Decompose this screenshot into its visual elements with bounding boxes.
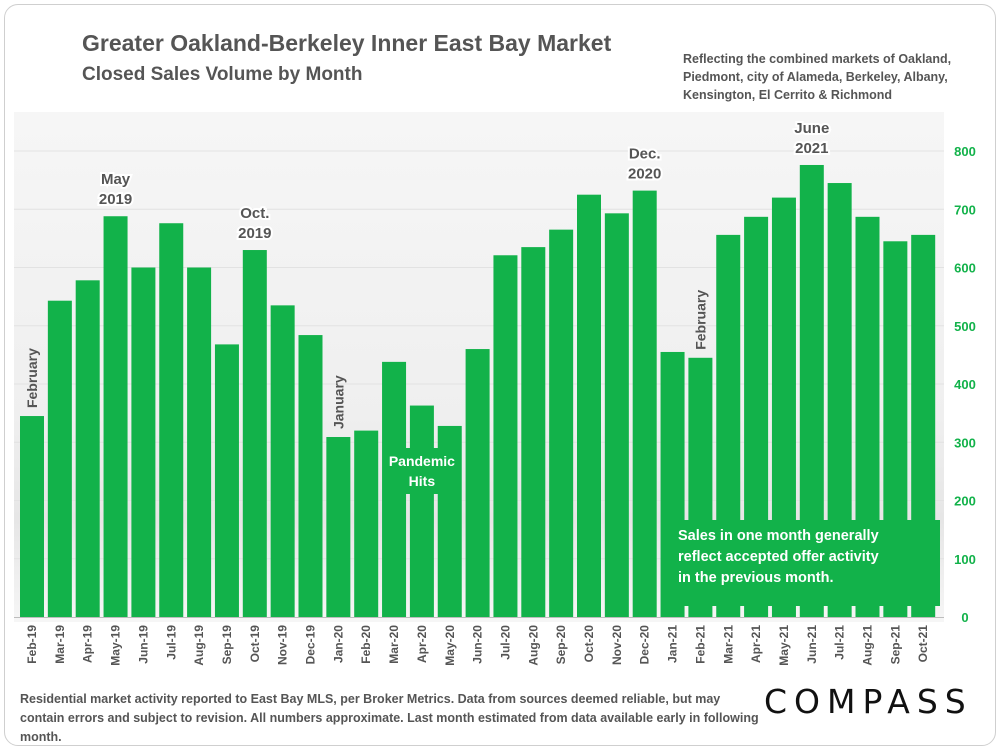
y-tick-label: 300 [954,435,976,450]
x-tick-label: Apr-19 [81,625,95,663]
x-tick-label: Oct-20 [582,625,596,663]
annotation-label: January [330,375,346,429]
x-tick-label: Jun-20 [471,625,485,664]
y-tick-label: 700 [954,202,976,217]
annotation-label: Dec. [629,146,661,163]
x-tick-label: Jul-20 [498,625,512,660]
bar-Feb-20 [354,430,379,617]
x-tick-label: Oct-19 [248,625,262,663]
annotation-label: 2020 [628,166,661,183]
annotation-label: February [24,348,40,408]
bar-Aug-19 [187,267,212,617]
y-tick-label: 400 [954,377,976,392]
x-tick-label: Aug-19 [192,625,206,666]
x-tick-label: Jan-20 [331,625,345,663]
market-note: Reflecting the combined markets of Oakla… [683,52,952,102]
x-tick-label: May-19 [109,625,123,666]
x-tick-label: Jul-19 [164,625,178,660]
bar-Jul-19 [159,223,184,618]
y-tick-label: 600 [954,261,976,276]
annotation-label: Hits [409,473,436,489]
footer-disclaimer: Residential market activity reported to … [20,692,759,744]
callout-text: reflect accepted offer activity [678,549,879,565]
annotation-box [385,448,458,494]
compass-logo: COMPASS [764,682,973,721]
bar-Jul-20 [493,255,518,617]
bar-Oct-19 [242,250,267,617]
callout-text: in the previous month. [678,570,833,586]
x-tick-label: Nov-20 [610,625,624,665]
annotation-label: February [692,290,708,350]
callout-text: Sales in one month generally [678,528,879,544]
x-tick-label: Dec-19 [304,625,318,665]
y-tick-label: 0 [961,610,968,625]
bar-Sep-19 [214,344,239,617]
x-tick-label: Jan-21 [666,625,680,663]
bar-Jan-20 [326,437,351,617]
x-tick-label: Mar-20 [387,625,401,664]
x-tick-label: Apr-20 [415,625,429,663]
bar-Sep-20 [549,229,574,617]
bar-Dec-20 [632,190,657,618]
x-tick-label: Sep-20 [554,625,568,665]
annotation-label: June [794,120,829,137]
chart-subtitle: Closed Sales Volume by Month [82,64,363,85]
x-tick-label: May-21 [777,625,791,666]
x-tick-label: Aug-20 [526,625,540,666]
bar-May-19 [103,216,128,618]
x-tick-label: Nov-19 [276,625,290,665]
bar-Apr-19 [75,280,100,617]
callout-box [668,520,940,606]
y-tick-label: 800 [954,144,976,159]
annotation-label: May [101,171,131,188]
x-tick-label: Jun-21 [805,625,819,664]
annotation-label: 2021 [795,140,828,157]
bar-Feb-19 [20,416,44,617]
bar-Jun-19 [131,267,156,617]
bar-Jun-20 [465,349,490,617]
x-tick-label: Aug-21 [861,625,875,666]
x-tick-label: Mar-21 [721,625,735,664]
x-tick-label: Feb-20 [359,625,373,664]
x-tick-label: Sep-21 [888,625,902,665]
bar-Dec-19 [298,335,323,617]
x-tick-label: Mar-19 [53,625,67,664]
bar-Aug-20 [521,247,546,618]
y-tick-label: 500 [954,319,976,334]
x-tick-label: Oct-21 [916,625,930,663]
bar-Oct-20 [577,194,601,617]
x-tick-label: May-20 [443,625,457,666]
annotation-label: 2019 [99,191,132,208]
annotation-label: Pandemic [389,453,455,469]
annotation-label: Oct. [240,205,269,222]
bar-Mar-19 [47,300,72,617]
y-tick-label: 100 [954,552,976,567]
x-tick-label: Feb-19 [25,625,39,664]
x-tick-label: Jun-19 [136,625,150,664]
x-tick-label: Apr-21 [749,625,763,663]
bar-Apr-20 [409,405,434,617]
chart-title: Greater Oakland-Berkeley Inner East Bay … [82,30,612,56]
bar-Nov-19 [270,305,295,617]
y-tick-label: 200 [954,494,976,509]
bar-Nov-20 [604,213,629,617]
x-tick-label: Sep-19 [220,625,234,665]
annotation-label: 2019 [238,225,271,242]
x-tick-label: Jul-21 [833,625,847,660]
x-tick-label: Feb-21 [693,625,707,664]
x-tick-label: Dec-20 [638,625,652,665]
